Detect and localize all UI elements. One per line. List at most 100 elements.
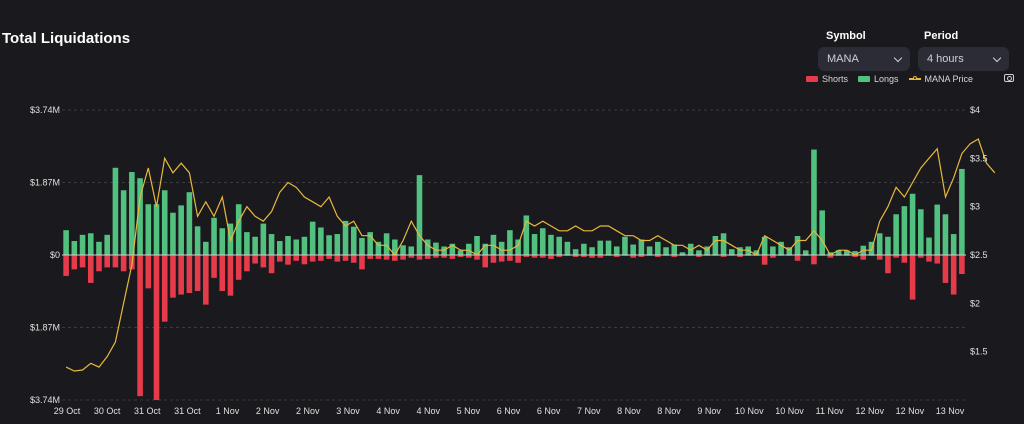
short-bar: [211, 255, 217, 278]
x-tick-label: 9 Nov: [697, 406, 721, 416]
short-bar: [301, 255, 308, 265]
long-bar: [482, 243, 489, 255]
x-tick-label: 13 Nov: [936, 406, 965, 416]
x-tick-label: 1 Nov: [216, 406, 240, 416]
short-bar: [104, 255, 110, 268]
x-tick-label: 11 Nov: [816, 406, 844, 416]
long-bar: [770, 246, 776, 255]
long-bar: [211, 217, 217, 255]
symbol-label: Symbol: [826, 30, 866, 42]
legend-item-price[interactable]: MANA Price: [908, 74, 973, 84]
long-bar: [334, 234, 341, 255]
short-bar: [186, 255, 193, 293]
symbol-select[interactable]: MANA: [818, 47, 910, 71]
long-bar: [367, 232, 373, 255]
long-bar: [104, 234, 110, 255]
short-bar: [276, 255, 283, 262]
long-bar: [613, 246, 620, 255]
legend-item-shorts[interactable]: Shorts: [806, 74, 848, 84]
short-bar: [96, 255, 102, 272]
short-bar: [433, 255, 439, 258]
long-bar: [268, 234, 275, 255]
short-bar: [498, 255, 505, 262]
x-tick-label: 4 Nov: [376, 406, 400, 416]
long-bar: [260, 223, 267, 255]
short-bar: [548, 255, 554, 259]
long-bar: [728, 249, 735, 255]
short-bar: [153, 255, 160, 400]
long-bar: [137, 178, 143, 255]
short-bar: [63, 255, 69, 276]
long-bar: [942, 214, 949, 255]
short-bar: [145, 255, 152, 289]
short-bar: [523, 255, 530, 257]
short-bar: [876, 255, 883, 260]
short-bar: [87, 255, 94, 283]
short-bar: [942, 255, 949, 283]
long-bar: [342, 220, 349, 255]
long-bar: [457, 250, 464, 255]
short-bar: [589, 255, 595, 258]
x-tick-label: 4 Nov: [416, 406, 440, 416]
y-axis-left: $3.74M $1.87M $0 $1.87M $3.74M: [30, 105, 60, 405]
long-bar: [96, 241, 102, 255]
y-right-tick-label: $2.5: [970, 250, 988, 260]
short-bar: [367, 255, 373, 259]
x-tick-label: 2 Nov: [256, 406, 280, 416]
long-bar: [433, 242, 439, 255]
x-tick-label: 6 Nov: [537, 406, 561, 416]
x-tick-label: 10 Nov: [775, 406, 804, 416]
long-bar: [655, 241, 661, 255]
short-bar: [449, 255, 456, 259]
short-bar: [137, 255, 143, 397]
x-tick-label: 6 Nov: [497, 406, 521, 416]
long-bar: [679, 252, 686, 255]
period-select-value: 4 hours: [927, 53, 964, 65]
long-bar: [309, 221, 316, 255]
short-bar: [893, 255, 899, 258]
short-bar: [811, 255, 817, 265]
long-bar: [605, 240, 612, 255]
long-bar: [129, 172, 135, 255]
long-bar: [63, 230, 69, 255]
short-bar: [424, 255, 431, 259]
long-bar: [194, 226, 201, 255]
short-bar: [400, 255, 406, 260]
period-select[interactable]: 4 hours: [918, 47, 1009, 71]
camera-icon[interactable]: [1004, 74, 1014, 82]
long-bar: [959, 168, 965, 255]
x-tick-label: 30 Oct: [94, 406, 121, 416]
short-bar: [794, 255, 801, 261]
x-tick-label: 10 Nov: [735, 406, 764, 416]
x-axis: 29 Oct 30 Oct 31 Oct 31 Oct 1 Nov 2 Nov 2 Nov 3…: [54, 406, 965, 416]
long-bar: [786, 247, 793, 255]
long-bar: [416, 175, 423, 255]
short-bar: [482, 255, 489, 268]
long-bar: [893, 214, 899, 255]
long-bar: [761, 236, 768, 255]
short-bar: [326, 255, 332, 259]
short-bar: [416, 255, 423, 260]
short-bar: [630, 255, 636, 258]
short-bar: [260, 255, 267, 268]
long-bar: [802, 250, 809, 255]
y-left-tick-label: $1.87M: [30, 323, 60, 333]
short-bar: [293, 255, 300, 261]
y-right-tick-label: $2: [970, 298, 980, 308]
long-bar: [548, 234, 554, 255]
long-bar: [646, 246, 653, 255]
short-bar: [161, 255, 168, 322]
long-bar: [383, 233, 390, 255]
short-bar: [950, 255, 957, 295]
y-right-tick-label: $4: [970, 105, 980, 115]
x-tick-label: 8 Nov: [657, 406, 681, 416]
long-bar: [293, 239, 300, 255]
long-bar: [276, 241, 283, 255]
long-bar: [589, 247, 595, 255]
long-bar: [400, 245, 406, 255]
short-bar: [383, 255, 390, 260]
short-bar: [252, 255, 258, 264]
short-bar: [219, 255, 226, 292]
legend-item-longs[interactable]: Longs: [858, 74, 899, 84]
